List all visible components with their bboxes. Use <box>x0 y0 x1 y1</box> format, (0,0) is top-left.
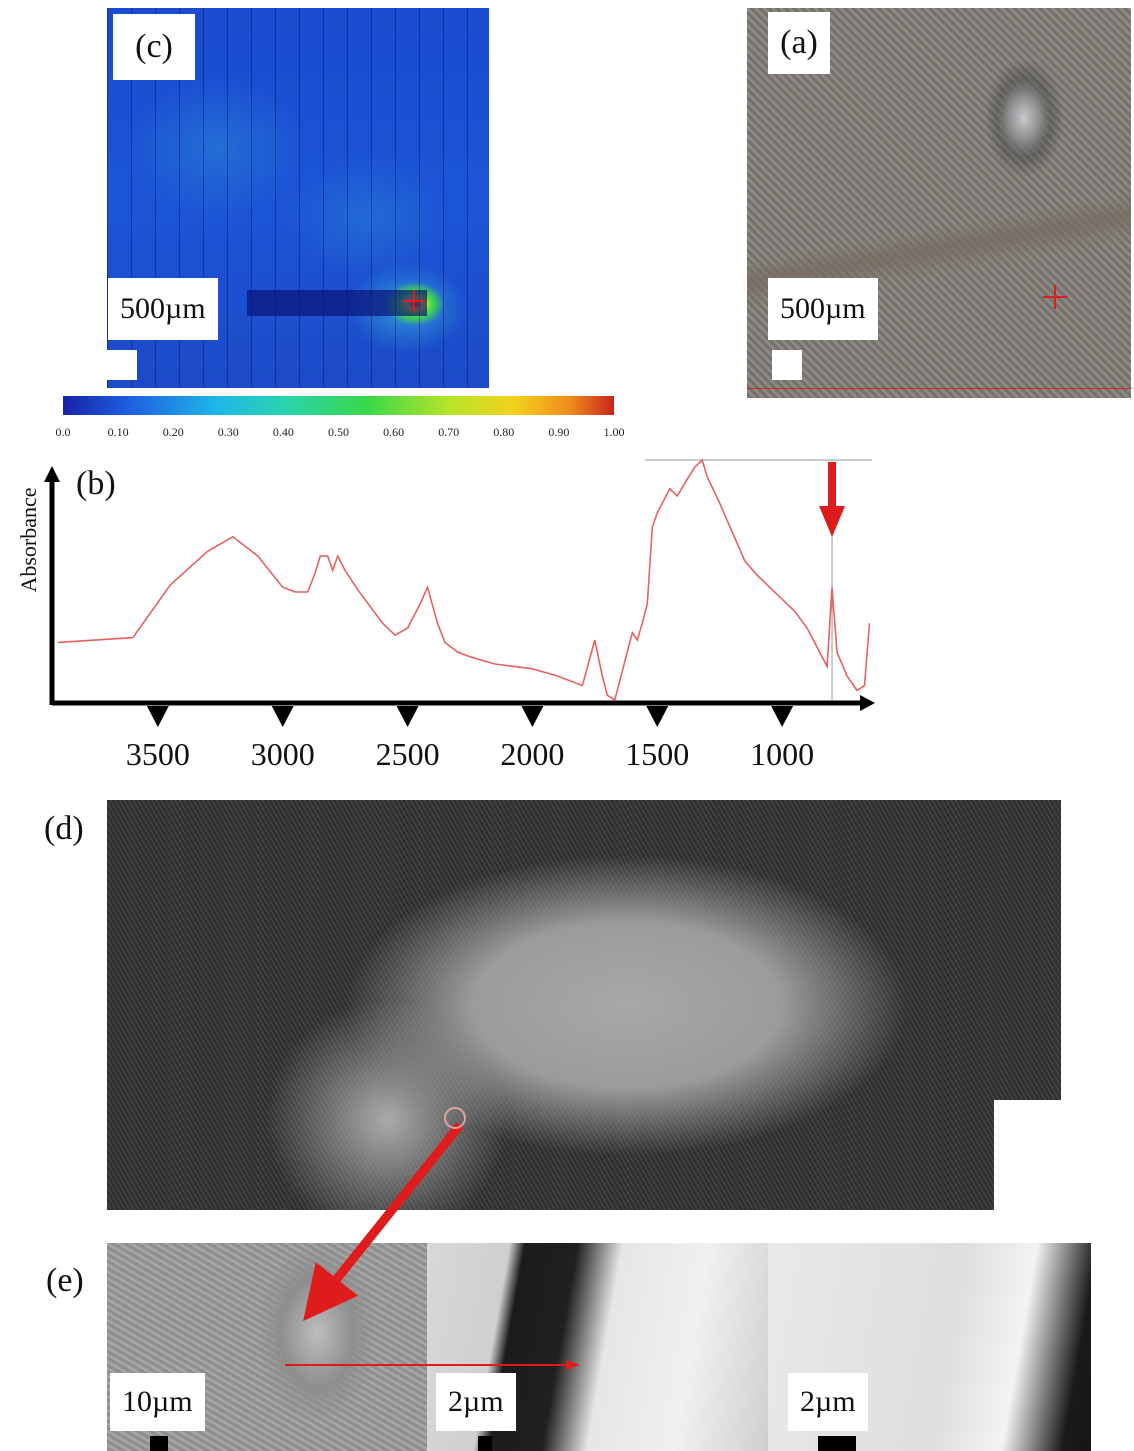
colorbar-tick-label: 0.20 <box>162 425 184 439</box>
panel-a-scale-bar <box>772 350 802 380</box>
x-tick-label: 1500 <box>625 736 689 770</box>
x-tick-label: 2000 <box>500 736 564 770</box>
x-axis-arrowhead <box>860 695 875 711</box>
colorbar-tick-label: 0.10 <box>107 425 129 439</box>
colorbar-tick-label: 1.00 <box>603 425 625 439</box>
panel-c-scale-label: 500µm <box>108 278 218 340</box>
mosaic-cutout <box>994 1100 1061 1210</box>
colorbar-tick-label: 0.80 <box>493 425 515 439</box>
x-tick-mark <box>146 706 169 727</box>
panel-c-label: (c) <box>113 14 195 80</box>
colorbar <box>63 396 614 415</box>
x-tick-mark <box>646 706 669 727</box>
colorbar-tick-label: 0.60 <box>383 425 405 439</box>
panel-e1-scale-label: 10µm <box>110 1373 205 1431</box>
x-tick-mark <box>771 706 794 727</box>
colorbar-tick-label: 0.40 <box>272 425 294 439</box>
colorbar-tick-label: 0.50 <box>328 425 349 439</box>
panel-b-label: (b) <box>76 465 116 502</box>
panel-e2-scale-label: 2µm <box>436 1373 516 1431</box>
panel-d-label: (d) <box>44 810 84 847</box>
x-tick-label: 3000 <box>251 736 315 770</box>
panel-c-scale-bar <box>107 350 137 380</box>
marker-arrow-shaft <box>828 462 837 510</box>
dark-band <box>247 290 427 316</box>
marker-arrow-head <box>819 506 846 537</box>
spectrum-line <box>57 458 871 702</box>
ir-spectrum-chart: 3500 3000 2500 2000 1500 1000 Absorbance <box>16 458 875 770</box>
x-tick-label: 2500 <box>376 736 440 770</box>
colorbar-tick-label: 0.30 <box>217 425 239 439</box>
panel-e2-scale-bar <box>478 1436 492 1451</box>
x-tick-mark <box>396 706 419 727</box>
panel-e3-scale-label: 2µm <box>788 1373 868 1431</box>
panel-e-label: (e) <box>46 1262 84 1299</box>
colorbar-tick-label: 0.70 <box>438 425 460 439</box>
y-axis-label: Absorbance <box>16 487 41 592</box>
panel-a-scale-label: 500µm <box>768 278 878 340</box>
panel-e3-scale-bar <box>818 1436 856 1451</box>
colorbar-tick-label: 0.90 <box>548 425 570 439</box>
x-tick-mark <box>271 706 294 727</box>
x-tick-label: 3500 <box>126 736 190 770</box>
panel-a-label: (a) <box>768 12 830 74</box>
colorbar-tick-label: 0.0 <box>55 425 71 439</box>
panel-e1-scale-bar <box>150 1436 168 1451</box>
y-axis-arrowhead <box>44 466 60 482</box>
red-frame-line <box>747 388 1131 389</box>
sem-image-d <box>107 800 1061 1210</box>
x-tick-mark <box>521 706 544 727</box>
x-tick-label: 1000 <box>750 736 814 770</box>
